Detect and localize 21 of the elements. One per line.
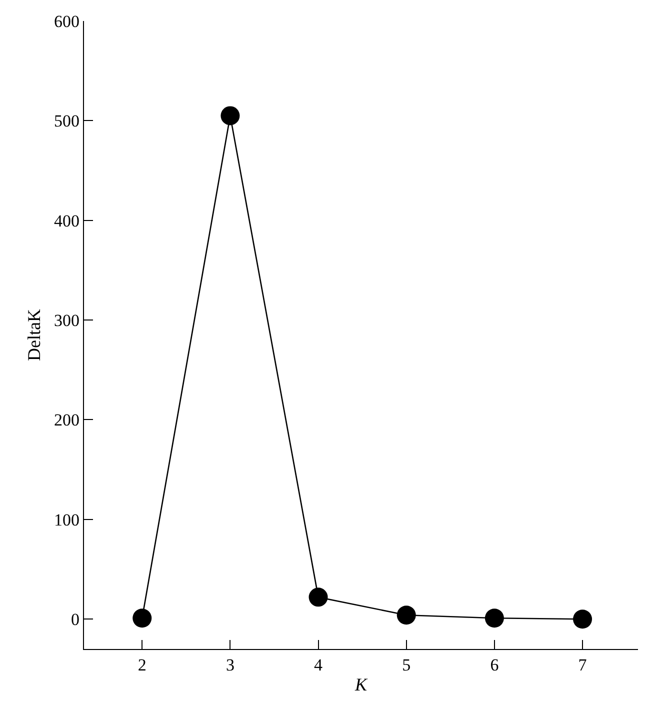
y-tick-label: 200 (54, 410, 80, 430)
x-axis-title: K (354, 674, 368, 695)
x-tick-label: 6 (490, 656, 499, 675)
x-tick-label: 4 (314, 656, 324, 675)
y-tick-label: 0 (70, 610, 80, 630)
point (308, 588, 328, 607)
point (220, 106, 240, 126)
y-tick-label: 500 (54, 112, 80, 131)
x-tick-label: 5 (402, 656, 411, 675)
point (396, 606, 416, 625)
y-tick-label: 100 (54, 510, 80, 530)
x-tick-label: 3 (226, 656, 234, 675)
y-tick-label: 400 (54, 211, 80, 230)
y-tick-label: 300 (54, 311, 80, 330)
y-tick-label: 600 (54, 12, 80, 31)
point (573, 610, 592, 629)
y-axis-title: DeltaK (24, 309, 44, 361)
point (132, 608, 152, 628)
point (484, 608, 504, 628)
x-tick-label: 7 (578, 656, 588, 675)
x-tick-label: 2 (138, 656, 146, 675)
